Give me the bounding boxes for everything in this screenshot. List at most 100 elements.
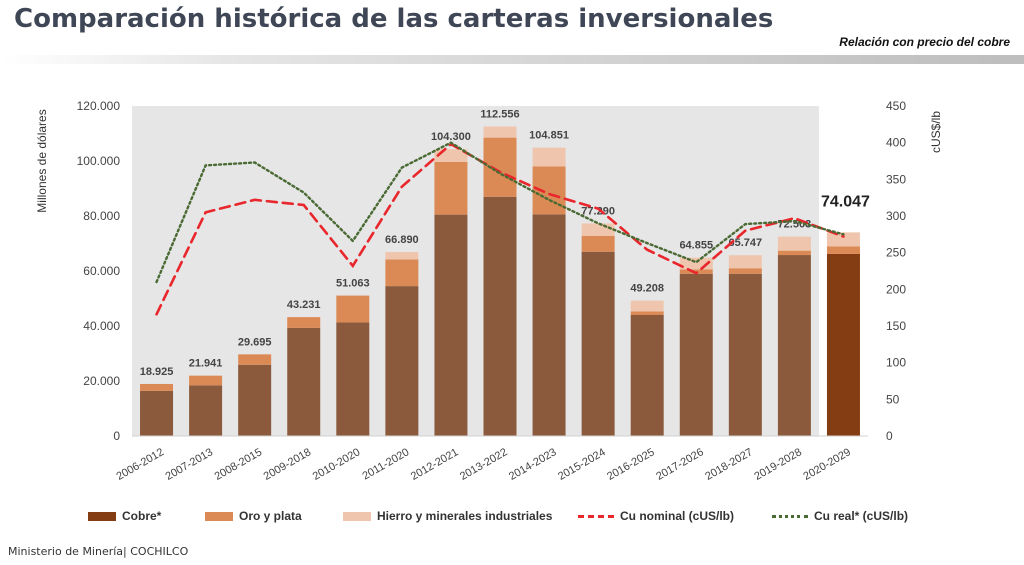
data-label-total: 74.047 — [821, 193, 870, 210]
y-left-tick-label: 20.000 — [83, 374, 120, 388]
x-tick-label: 2015-2024 — [556, 446, 608, 483]
legend-line-real — [772, 514, 808, 518]
data-label-total: 112.556 — [480, 108, 519, 120]
bar-cobre — [532, 214, 566, 436]
bar-cobre — [140, 390, 174, 436]
legend-label-cobre: Cobre* — [122, 509, 162, 523]
bar-cobre — [679, 273, 713, 436]
bar-oro — [532, 166, 566, 215]
legend-item-real: Cu real* (cUS/lb) — [772, 508, 908, 524]
bar-cobre — [728, 273, 762, 436]
bar-oro — [434, 161, 468, 215]
y-axis-left-title: Millones de dólares — [35, 109, 49, 212]
x-tick-label: 2020-2029 — [801, 446, 853, 483]
investment-chart: 18.925 21.941 29.695 43.231 51.063 66.890 104.… — [35, 99, 943, 483]
x-tick-label: 2012-2021 — [409, 446, 461, 483]
bar-cobre — [189, 385, 223, 436]
bar-oro — [826, 246, 860, 254]
bar-cobre — [287, 327, 321, 436]
x-tick-label: 2017-2026 — [654, 446, 706, 483]
x-tick-label: 2018-2027 — [703, 446, 755, 483]
legend-item-hierro: Hierro y minerales industriales — [343, 508, 552, 524]
bar-hierro — [679, 257, 713, 270]
bar-cobre — [385, 286, 419, 436]
bar-cobre — [581, 251, 615, 436]
bar-oro — [189, 375, 223, 386]
bar-hierro — [581, 223, 615, 236]
bar-cobre — [826, 253, 860, 436]
legend-swatch-cobre — [88, 511, 116, 521]
line-cu-nominal — [155, 142, 845, 316]
bar-hierro — [777, 236, 811, 251]
bar-hierro — [728, 255, 762, 269]
bar-hierro — [532, 147, 566, 167]
y-left-tick-label: 80.000 — [83, 209, 120, 223]
legend-label-oro: Oro y plata — [239, 509, 302, 523]
x-tick-label: 2011-2020 — [361, 446, 412, 482]
bar-hierro — [385, 252, 419, 260]
legend-item-cobre: Cobre* — [88, 508, 161, 524]
y-right-tick-label: 350 — [886, 172, 906, 186]
bar-hierro — [483, 126, 517, 138]
y-right-tick-label: 250 — [886, 246, 906, 260]
data-label-total: 21.941 — [189, 358, 223, 370]
legend-swatch-hierro — [343, 511, 371, 521]
x-tick-label: 2014-2023 — [507, 446, 559, 483]
line-group — [155, 141, 845, 316]
data-label-total: 64.855 — [679, 240, 713, 252]
bar-oro — [630, 311, 664, 315]
y-right-tick-label: 300 — [886, 209, 906, 223]
x-tick-label: 2016-2025 — [605, 446, 657, 483]
y-right-tick-label: 100 — [886, 356, 906, 370]
bar-oro — [287, 317, 321, 328]
y-right-tick-label: 200 — [886, 282, 906, 296]
bar-cobre — [630, 315, 664, 436]
legend-label-nominal: Cu nominal (cUS/lb) — [620, 509, 734, 523]
x-tick-label: 2007-2013 — [164, 446, 216, 483]
bar-cobre — [777, 255, 811, 436]
bar-oro — [238, 354, 272, 365]
legend-line-nominal — [578, 514, 614, 518]
bar-group: 18.925 21.941 29.695 43.231 51.063 66.890 104.… — [140, 108, 870, 436]
chart-subtitle: Relación con precio del cobre — [839, 35, 1010, 49]
chart-legend: Cobre* Oro y plata Hierro y minerales in… — [0, 508, 1024, 524]
bar-cobre — [483, 196, 517, 436]
bar-hierro — [630, 300, 664, 312]
x-tick-label: 2006-2012 — [114, 446, 166, 483]
x-tick-label: 2010-2020 — [311, 446, 363, 483]
legend-label-real: Cu real* (cUS/lb) — [814, 509, 909, 523]
data-label-total: 65.747 — [729, 237, 763, 249]
bar-oro — [728, 268, 762, 274]
x-tick-label: 2008-2015 — [213, 446, 265, 483]
y-left-tick-label: 40.000 — [83, 319, 120, 333]
data-label-total: 51.063 — [336, 278, 370, 290]
data-label-total: 43.231 — [287, 299, 321, 311]
slide-title: Comparación histórica de las carteras in… — [14, 4, 774, 34]
data-label-total: 49.208 — [630, 283, 664, 295]
bar-oro — [777, 250, 811, 256]
y-axis-right-title: cUS$/lb — [929, 111, 943, 153]
y-right-tick-label: 400 — [886, 136, 906, 150]
bar-oro — [140, 383, 174, 391]
bar-oro — [385, 259, 419, 287]
line-cu-real — [155, 141, 845, 284]
bar-cobre — [336, 322, 370, 436]
x-tick-label: 2013-2022 — [458, 446, 510, 483]
y-left-tick-label: 100.000 — [77, 154, 121, 168]
header-divider — [0, 55, 1024, 64]
plot-background — [132, 106, 819, 436]
data-label-total: 104.300 — [431, 131, 471, 143]
y-right-tick-label: 150 — [886, 319, 906, 333]
legend-item-oro: Oro y plata — [205, 508, 302, 524]
legend-item-nominal: Cu nominal (cUS/lb) — [578, 508, 734, 524]
data-label-total: 29.695 — [238, 336, 272, 348]
y-right-tick-label: 450 — [886, 99, 906, 113]
legend-label-hierro: Hierro y minerales industriales — [377, 509, 553, 523]
data-label-total: 104.851 — [529, 130, 569, 142]
x-tick-label: 2019-2028 — [752, 446, 804, 483]
data-label-total: 77.290 — [581, 205, 615, 217]
legend-swatch-oro — [205, 511, 233, 521]
y-right-tick-label: 0 — [886, 429, 893, 443]
y-left-tick-label: 120.000 — [77, 99, 121, 113]
y-right-tick-label: 50 — [886, 392, 900, 406]
